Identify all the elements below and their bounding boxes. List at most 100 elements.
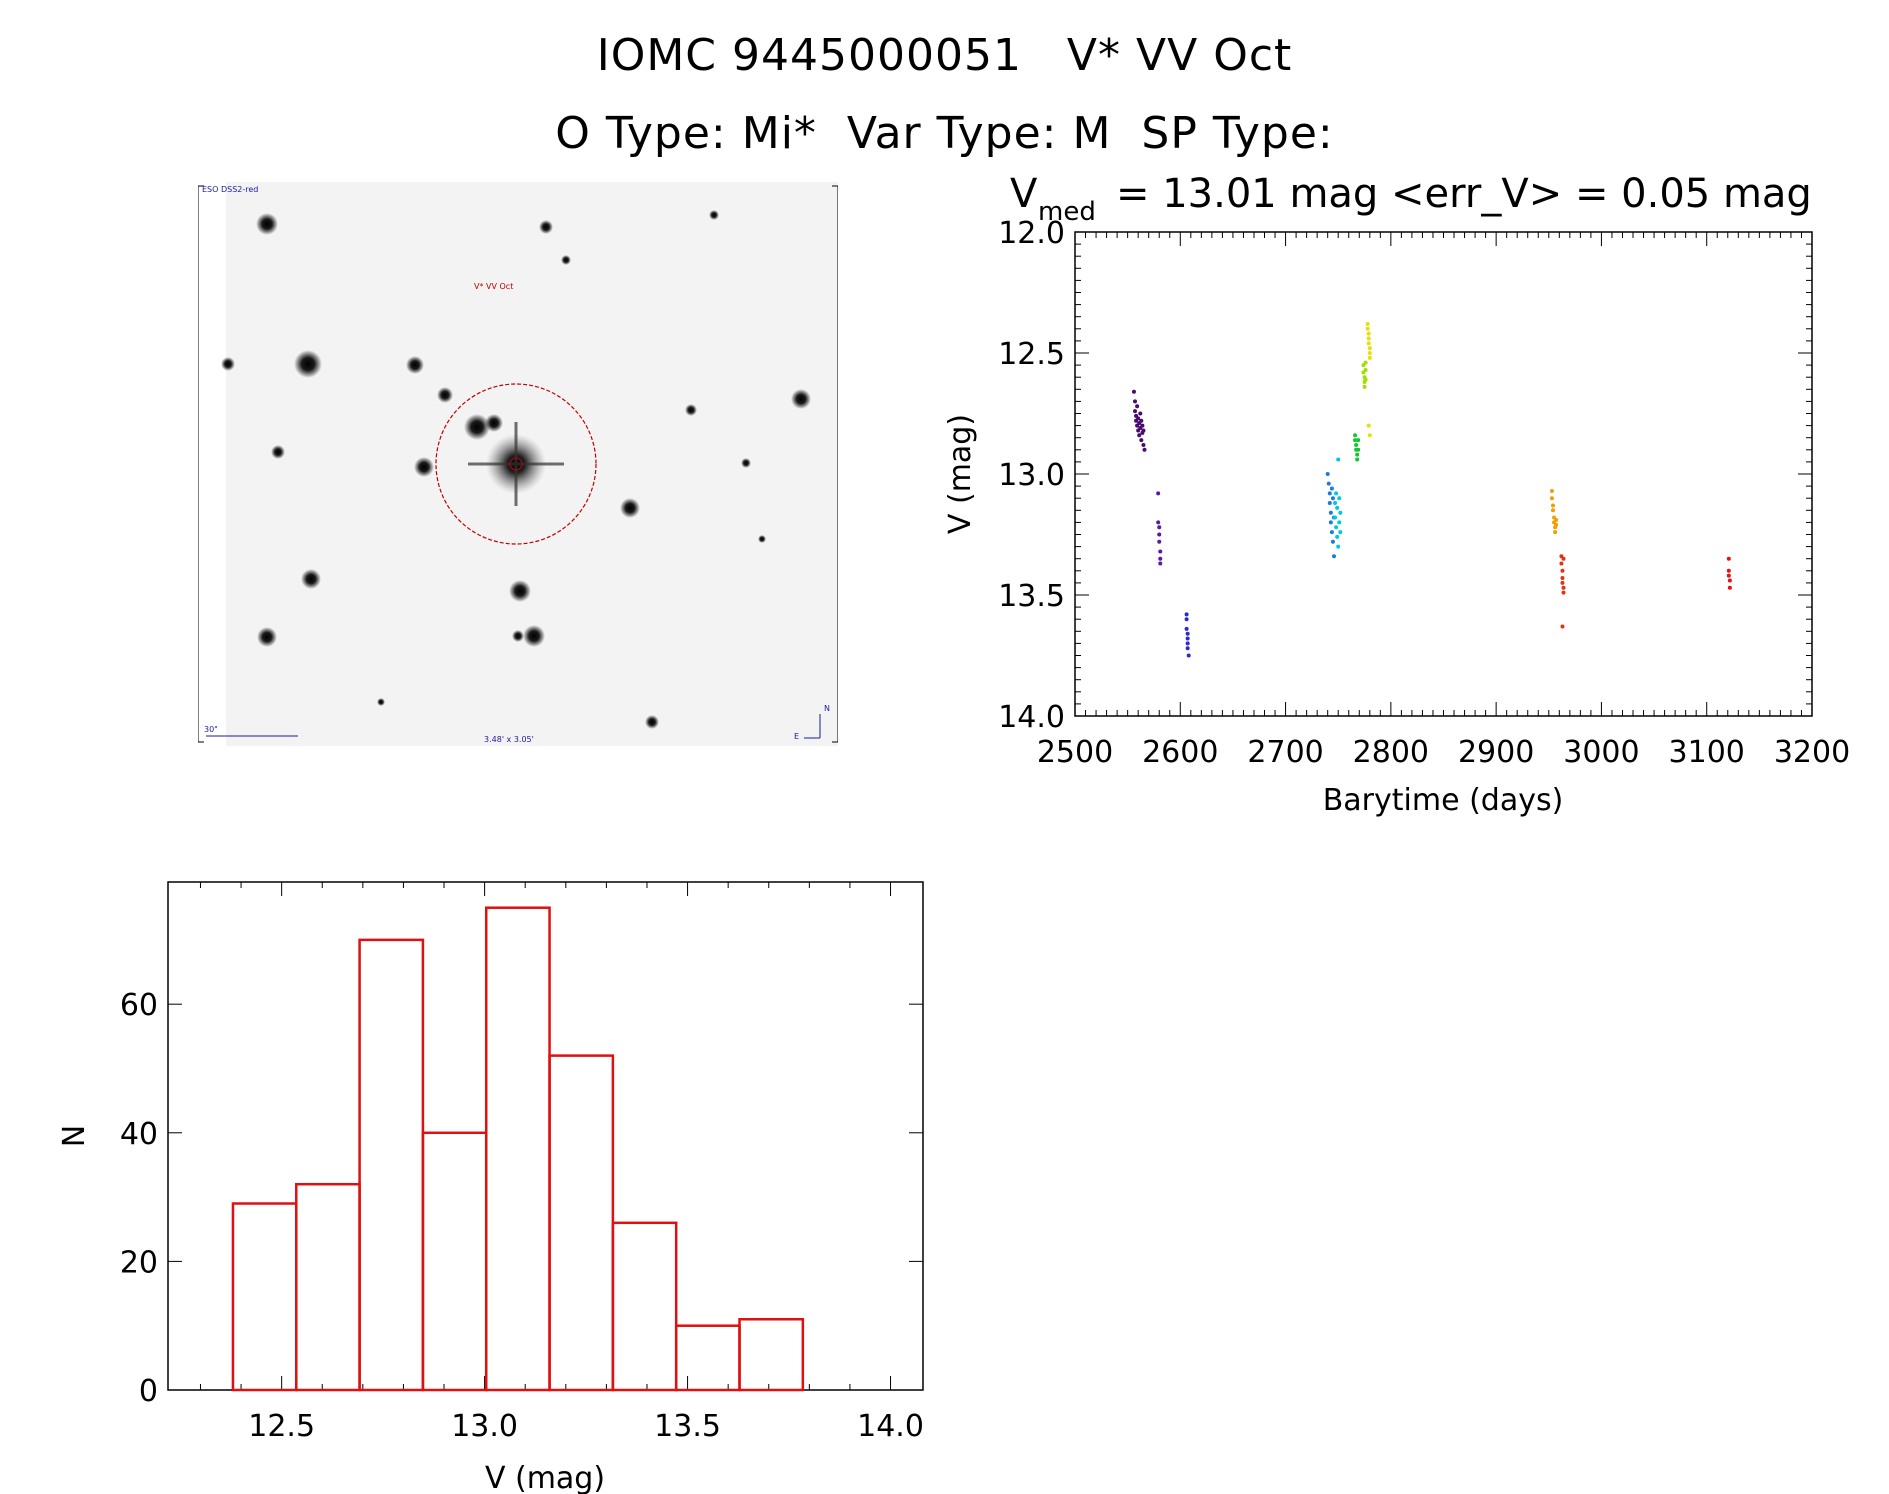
data-point (1366, 341, 1371, 346)
data-point (1332, 554, 1337, 559)
data-point (1559, 561, 1564, 566)
data-point (1356, 438, 1361, 443)
data-point (1327, 501, 1332, 506)
x-tick-label: 14.0 (857, 1409, 924, 1444)
data-point (1138, 411, 1143, 416)
data-point (1353, 433, 1358, 438)
light-curve-xlabel: Barytime (days) (1323, 783, 1564, 818)
star (620, 498, 640, 518)
histogram-bar (548, 1054, 615, 1392)
finder-chart-image: ESO DSS2-red V* VV Oct 30" 3.48' x 3.05'… (198, 182, 838, 746)
finder-chart-starfield (198, 182, 838, 746)
star (437, 387, 453, 403)
data-point (1550, 503, 1555, 508)
data-point (1363, 360, 1368, 365)
data-point (1184, 617, 1189, 622)
y-tick-label: 14.0 (998, 700, 1065, 735)
data-point (1338, 510, 1343, 515)
light-curve-plot: 2500 2600 2700 2800 2900 3000 3100 3200 12.0 12.5… (943, 216, 1850, 818)
x-tick-label: 2600 (1142, 735, 1218, 770)
histogram-bar (231, 1202, 298, 1392)
east-label: E (794, 732, 800, 741)
x-tick-label: 3000 (1563, 735, 1639, 770)
data-point (1363, 367, 1368, 372)
x-tick-label: 2900 (1458, 735, 1534, 770)
data-point (1333, 501, 1338, 506)
data-point (1355, 452, 1360, 457)
star (741, 458, 751, 468)
data-point (1141, 428, 1146, 433)
histogram-bar (421, 1131, 488, 1392)
data-point (1157, 532, 1162, 537)
data-point (1141, 442, 1146, 447)
histogram-bar (611, 1221, 678, 1392)
data-point (1157, 525, 1162, 530)
star (539, 220, 553, 234)
data-point (1356, 447, 1361, 452)
survey-label: ESO DSS2-red (202, 185, 259, 194)
data-point (1561, 590, 1566, 595)
data-point (1329, 486, 1334, 491)
star (271, 445, 285, 459)
data-point (1184, 612, 1189, 617)
histogram-plot: 12.5 13.0 13.5 14.0 0 20 40 60 V (mag) N (57, 881, 924, 1494)
data-point (1185, 646, 1190, 651)
histogram-ylabel: N (57, 1125, 92, 1147)
star (256, 213, 278, 235)
data-point (1549, 496, 1554, 501)
star (509, 580, 531, 602)
data-point (1560, 580, 1565, 585)
data-point (1560, 624, 1565, 629)
data-point (1337, 496, 1342, 501)
data-point (1336, 544, 1341, 549)
histogram-bar (738, 1318, 805, 1392)
data-point (1328, 510, 1333, 515)
y-tick-label: 60 (120, 988, 158, 1023)
histogram-bar (358, 938, 425, 1392)
star (685, 404, 697, 416)
star (377, 698, 385, 706)
data-point (1334, 491, 1339, 496)
y-tick-label: 0 (139, 1374, 158, 1409)
data-point (1156, 491, 1161, 496)
data-point (1158, 556, 1163, 561)
star (257, 627, 277, 647)
fov-label: 3.48' x 3.05' (484, 735, 534, 744)
x-tick-label: 2700 (1247, 735, 1323, 770)
diffraction-spike (468, 422, 564, 506)
data-point (1726, 556, 1731, 561)
x-tick-label: 13.5 (654, 1409, 721, 1444)
data-point (1365, 321, 1370, 326)
histogram-xlabel: V (mag) (485, 1461, 605, 1494)
data-point (1366, 423, 1371, 428)
data-point (1354, 442, 1359, 447)
data-point (1553, 530, 1558, 535)
data-point (1367, 433, 1372, 438)
y-tick-label: 12.0 (998, 216, 1065, 251)
data-point (1158, 561, 1163, 566)
data-point (1335, 505, 1340, 510)
data-point (1326, 481, 1331, 486)
star (561, 255, 571, 265)
data-point (1554, 522, 1559, 527)
data-point (1561, 585, 1566, 590)
data-point (1327, 491, 1332, 496)
data-point (1336, 457, 1341, 462)
data-point (1140, 423, 1145, 428)
stats-title: V med = 13.01 mag <err_V> = 0.05 mag (1010, 171, 1812, 227)
data-point (1554, 517, 1559, 522)
v-med-text: = 13.01 mag <err_V> = 0.05 mag (1116, 171, 1812, 217)
data-point (1139, 438, 1144, 443)
data-point (1330, 496, 1335, 501)
star (523, 625, 545, 647)
data-point (1367, 355, 1372, 360)
data-point (1365, 326, 1370, 331)
data-point (1550, 508, 1555, 513)
data-point (1726, 573, 1731, 578)
data-point (1328, 520, 1333, 525)
data-point (1156, 520, 1161, 525)
star (221, 357, 235, 371)
data-point (1131, 389, 1136, 394)
star (791, 389, 811, 409)
